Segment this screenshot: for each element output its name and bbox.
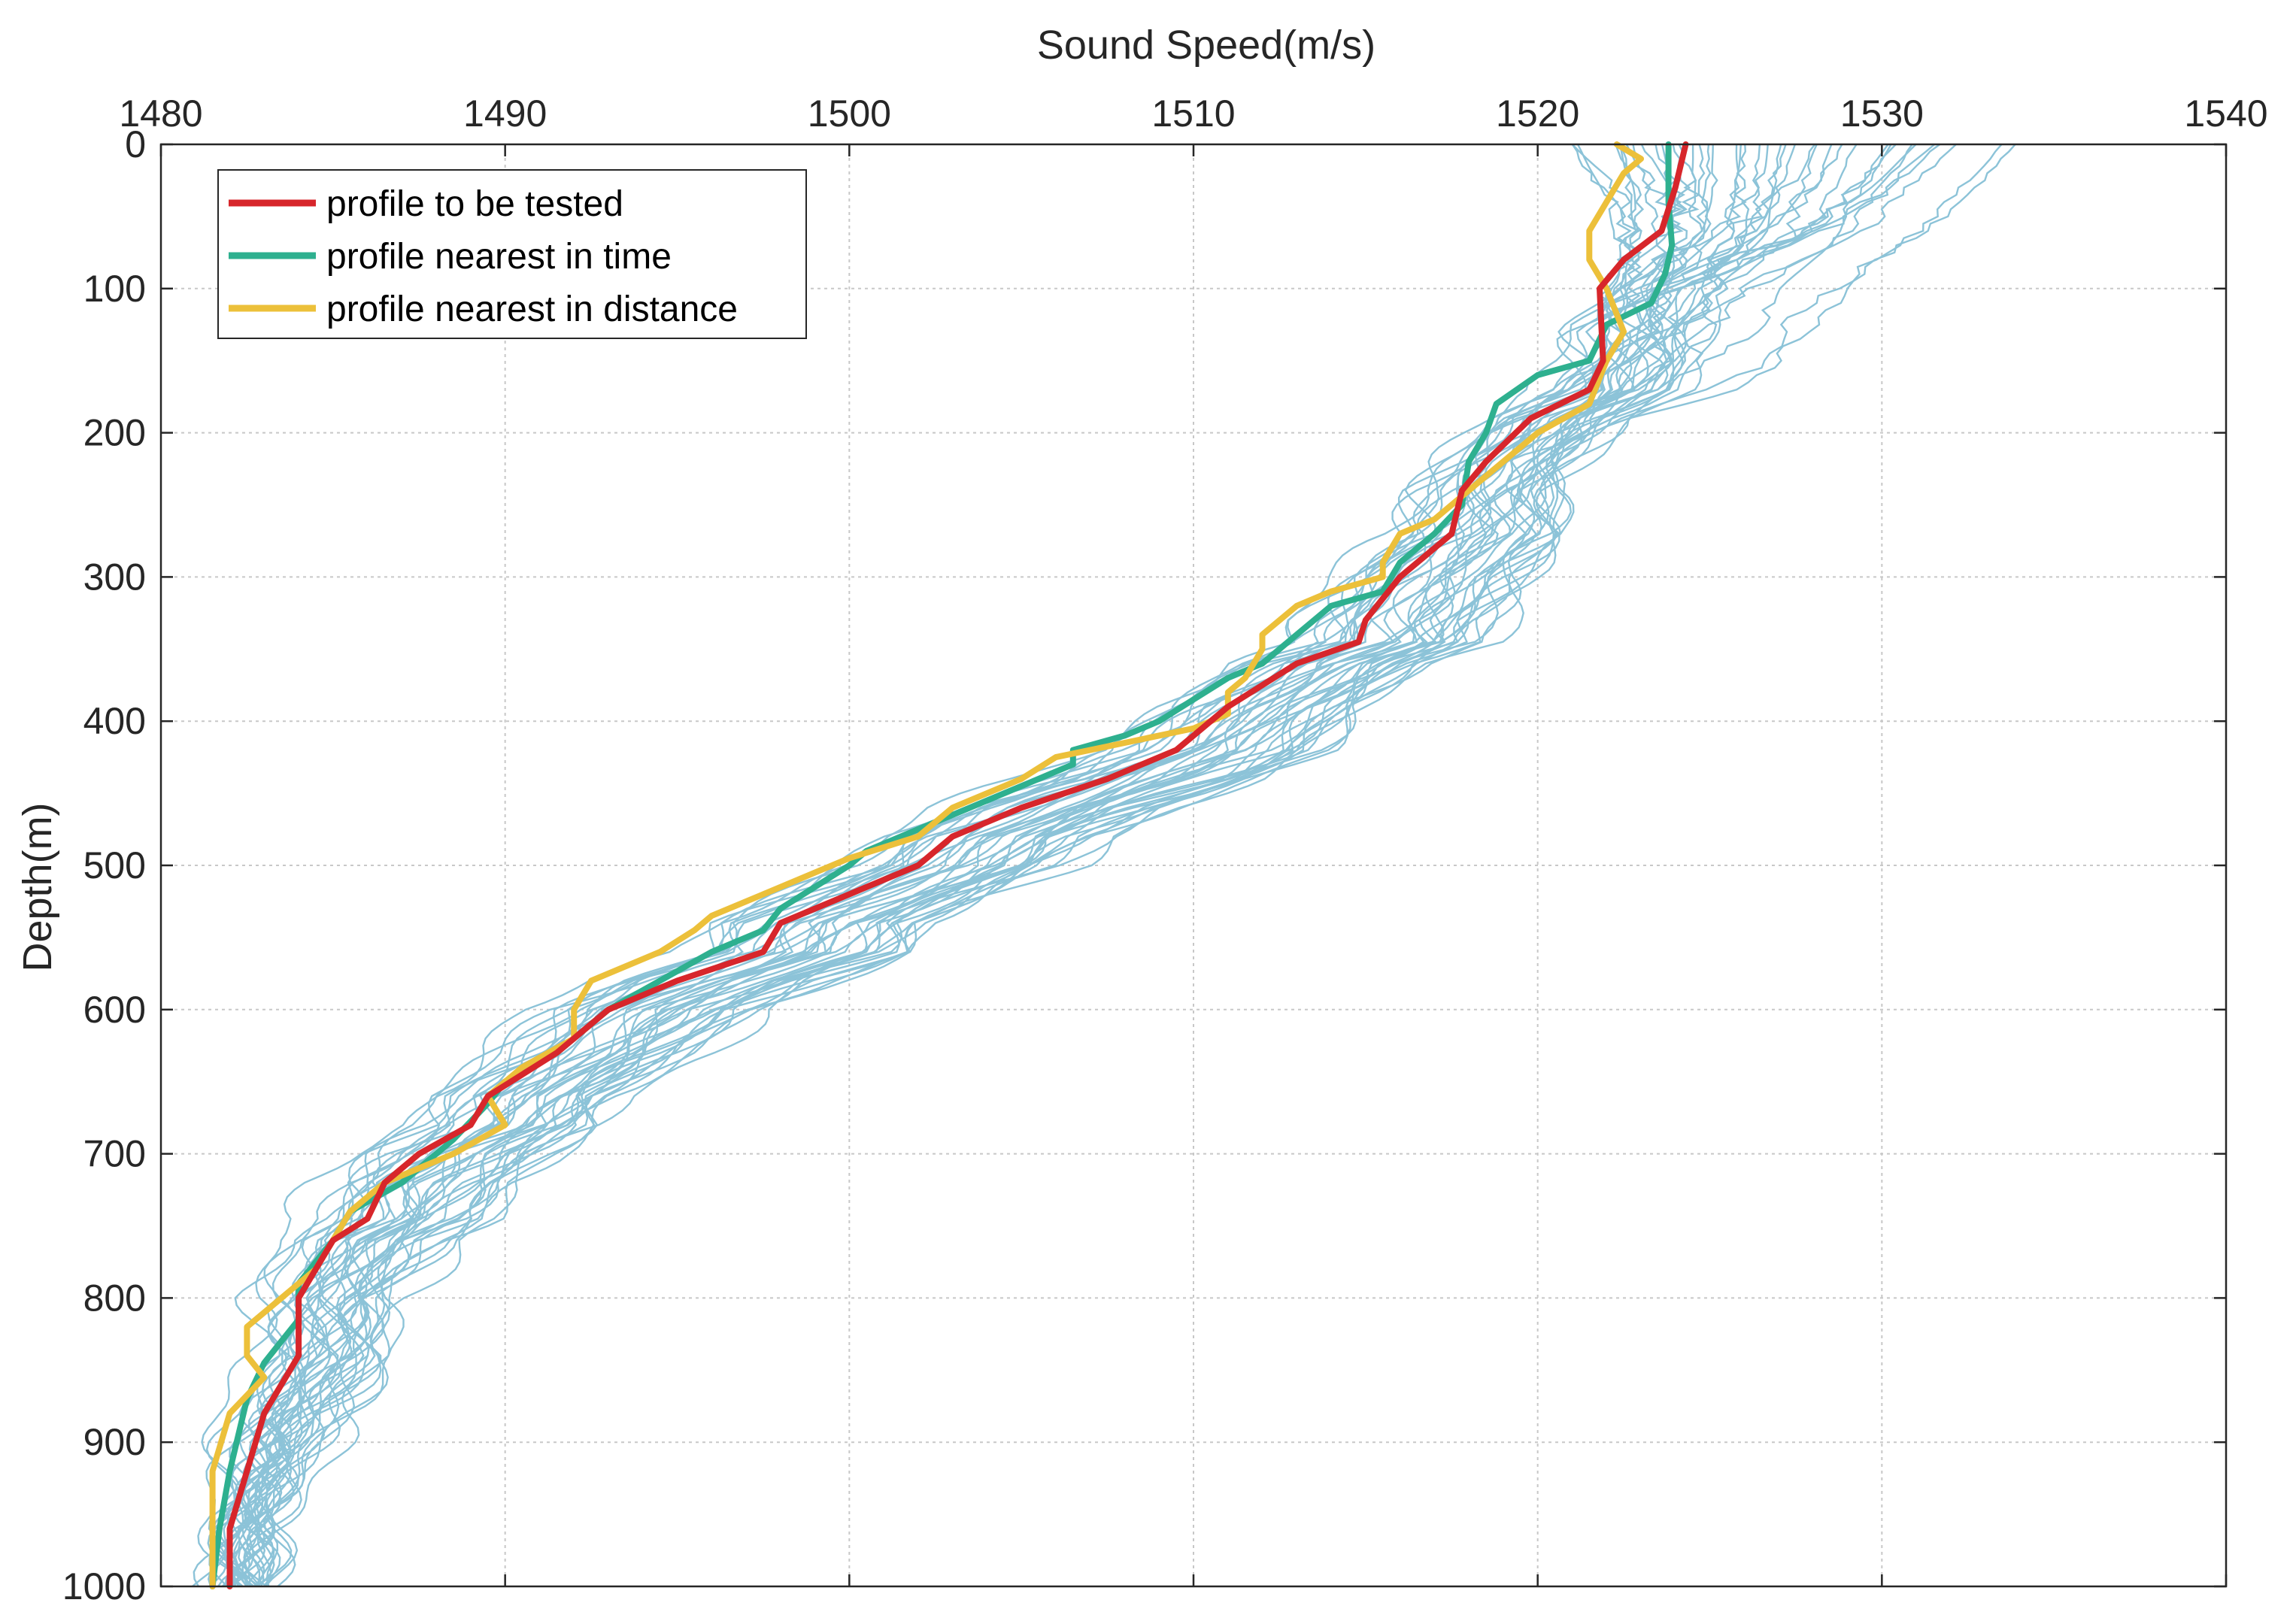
- ensemble-profile-line: [211, 144, 2016, 1587]
- axis-ticks: 1480 1490 1500 1510 1520 1530 1540 0 100 200 300 40…: [62, 92, 2268, 1607]
- ensemble-profile-line: [224, 144, 1797, 1587]
- x-tick-label: 1500: [808, 92, 891, 135]
- legend-box: [217, 169, 807, 339]
- series-line-0: [226, 141, 1689, 1589]
- legend-label: profile to be tested: [326, 184, 623, 224]
- y-axis-title: Depth(m): [15, 802, 60, 971]
- x-axis-title: Sound Speed(m/s): [1037, 23, 1375, 68]
- x-tick-label: 1490: [463, 92, 547, 135]
- y-tick-label: 500: [83, 844, 146, 886]
- ensemble-profile-line: [247, 144, 1634, 1587]
- y-tick-label: 800: [83, 1277, 146, 1319]
- highlighted-profile-lines: [209, 141, 1689, 1589]
- y-tick-label: 100: [83, 268, 146, 310]
- ensemble-profile-line: [263, 144, 1691, 1587]
- y-tick-label: 900: [83, 1421, 146, 1463]
- ensemble-profile-line: [243, 144, 1636, 1587]
- x-tick-label: 1520: [1496, 92, 1579, 135]
- legend-label: profile nearest in distance: [326, 289, 738, 329]
- y-tick-label: 1000: [62, 1565, 146, 1607]
- legend: profile to be tested profile nearest in t…: [217, 169, 807, 339]
- x-tick-label: 1480: [119, 92, 202, 135]
- ensemble-profile-line: [205, 144, 1642, 1587]
- ensemble-profile-line: [208, 144, 1858, 1587]
- y-tick-label: 0: [125, 123, 146, 165]
- ensemble-profile-line: [265, 144, 1892, 1587]
- ensemble-profile-line: [229, 144, 1816, 1587]
- y-tick-label: 300: [83, 556, 146, 598]
- x-tick-label: 1530: [1840, 92, 1924, 135]
- x-tick-label: 1510: [1151, 92, 1235, 135]
- y-tick-label: 400: [83, 700, 146, 742]
- ensemble-profile-line: [217, 144, 1703, 1587]
- ensemble-profile-line: [256, 144, 1682, 1587]
- x-tick-label: 1540: [2184, 92, 2267, 135]
- ensemble-profile-line: [208, 144, 1818, 1587]
- ensemble-profile-line: [226, 144, 1769, 1587]
- y-tick-label: 700: [83, 1133, 146, 1175]
- grid-lines: [161, 144, 2226, 1586]
- y-tick-label: 200: [83, 412, 146, 454]
- legend-label: profile nearest in time: [326, 237, 672, 277]
- ensemble-profile-line: [243, 144, 1762, 1587]
- y-tick-label: 600: [83, 989, 146, 1031]
